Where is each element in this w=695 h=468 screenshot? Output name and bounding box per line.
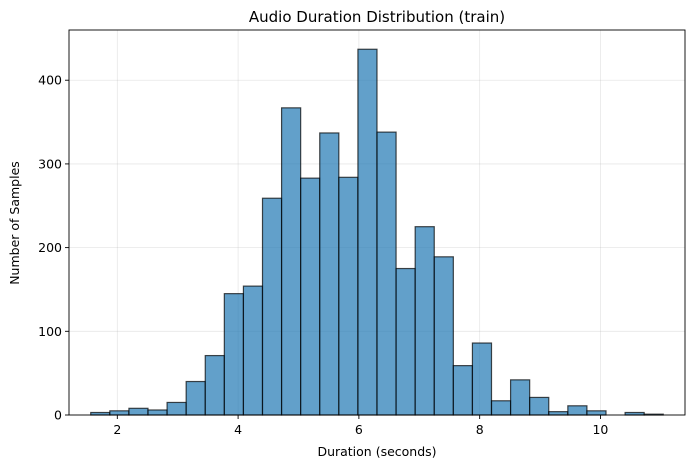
histogram-bar <box>548 411 569 416</box>
histogram-bar <box>433 256 454 416</box>
histogram-bar <box>280 107 302 416</box>
histogram-bar <box>300 177 321 416</box>
x-tick-label: 8 <box>476 422 484 437</box>
histogram-bar <box>109 410 130 416</box>
histogram-bar <box>471 342 493 416</box>
x-tick-label: 4 <box>234 422 242 437</box>
histogram-bar <box>586 410 607 416</box>
histogram-bar <box>490 400 512 416</box>
x-tick-label: 2 <box>113 422 121 437</box>
y-tick-label: 0 <box>54 408 62 423</box>
y-tick-label: 300 <box>38 156 62 171</box>
plot-frame <box>68 29 686 416</box>
x-tick-label: 10 <box>592 422 608 437</box>
y-tick-label: 200 <box>38 240 62 255</box>
histogram-bar <box>319 132 340 416</box>
x-tick-label: 6 <box>355 422 363 437</box>
y-tick-label: 400 <box>38 73 62 88</box>
histogram-bar <box>223 293 245 416</box>
histogram-bar <box>204 354 225 416</box>
histogram-bars <box>90 48 664 416</box>
x-axis-title: Duration (seconds) <box>317 444 436 459</box>
histogram-bar <box>395 267 416 416</box>
histogram-bar <box>166 401 187 416</box>
histogram-bar <box>529 396 550 416</box>
histogram-bar <box>376 131 397 416</box>
y-tick-label: 100 <box>38 324 62 339</box>
histogram-bar <box>242 285 264 416</box>
histogram-bar <box>261 197 283 416</box>
histogram-bar <box>338 176 359 416</box>
histogram-bar <box>567 405 588 416</box>
histogram-bar <box>414 226 435 416</box>
histogram-bar <box>452 365 474 416</box>
chart-title: Audio Duration Distribution (train) <box>249 8 505 26</box>
y-axis-title: Number of Samples <box>7 161 22 285</box>
histogram-bar <box>128 407 149 416</box>
histogram-bar <box>357 48 378 416</box>
x-axis-ticks: 2 4 6 8 10 <box>113 415 608 437</box>
y-axis-ticks: 0 100 200 300 400 <box>38 73 69 423</box>
histogram-bar <box>509 379 531 416</box>
histogram-bar <box>147 409 168 416</box>
histogram-bar <box>185 380 206 416</box>
